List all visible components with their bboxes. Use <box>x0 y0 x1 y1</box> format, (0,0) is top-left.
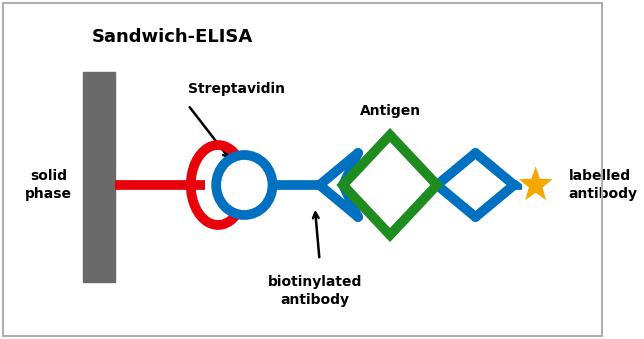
Text: biotinylated
antibody: biotinylated antibody <box>268 275 362 307</box>
Bar <box>82 72 115 282</box>
Text: solid
phase: solid phase <box>25 169 72 201</box>
Polygon shape <box>516 163 555 203</box>
Text: Antigen: Antigen <box>359 104 421 118</box>
Text: Sandwich-ELISA: Sandwich-ELISA <box>92 28 253 46</box>
Text: Streptavidin: Streptavidin <box>188 82 285 96</box>
Text: labelled
antibody: labelled antibody <box>569 169 638 201</box>
